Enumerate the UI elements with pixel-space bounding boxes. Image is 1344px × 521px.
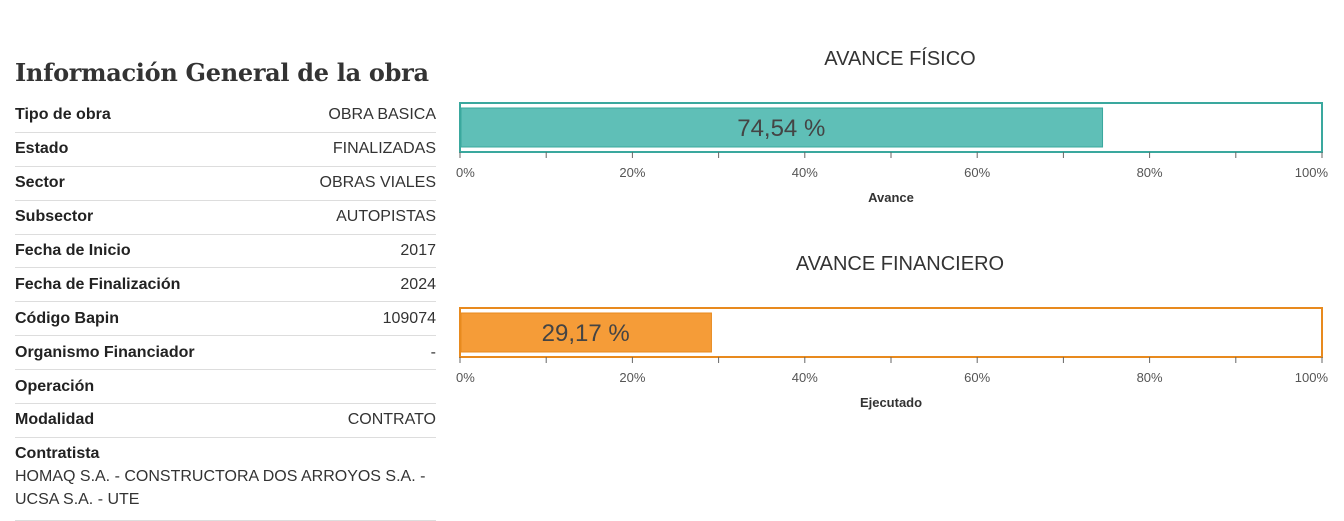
- bar: [460, 107, 1104, 148]
- tick-label: 0%: [456, 370, 475, 385]
- info-value: -: [430, 343, 436, 361]
- axis-label: Avance: [868, 190, 914, 205]
- info-label: Operación: [15, 377, 95, 395]
- info-row-contratista: Contratista HOMAQ S.A. - CONSTRUCTORA DO…: [15, 438, 436, 521]
- info-value: 109074: [382, 309, 436, 327]
- info-value: 2024: [400, 275, 436, 293]
- chart-title: AVANCE FÍSICO: [824, 48, 976, 70]
- tick-label: 100%: [1295, 165, 1329, 180]
- tick-label: 40%: [792, 165, 818, 180]
- info-row-organismo: Organismo Financiador -: [15, 336, 436, 371]
- tick-label: 40%: [792, 370, 818, 385]
- info-value: FINALIZADAS: [332, 140, 436, 158]
- info-row-sector: Sector OBRAS VIALES: [15, 167, 436, 201]
- info-value: OBRAS VIALES: [319, 174, 437, 192]
- tick-label: 80%: [1137, 165, 1163, 180]
- info-label: Fecha de Finalización: [15, 275, 181, 293]
- data-label: 74,54 %: [737, 115, 825, 142]
- info-value: CONTRATO: [347, 411, 436, 429]
- info-label: Sector: [15, 174, 65, 192]
- chart-avance-financiero: AVANCE FINANCIERO 29,17 % 0% 20% 40% 60% 80% 1…: [455, 253, 1330, 443]
- info-row-subsector: Subsector AUTOPISTAS: [15, 201, 436, 235]
- chart-title: AVANCE FINANCIERO: [795, 253, 1005, 275]
- tick-label: 80%: [1137, 370, 1163, 385]
- tick-label: 60%: [964, 165, 990, 180]
- info-label: Estado: [15, 140, 69, 158]
- info-row-codigo-bapin: Código Bapin 109074: [15, 302, 436, 337]
- data-label: 29,17 %: [542, 320, 630, 347]
- tick-label: 20%: [619, 370, 645, 385]
- info-label: Fecha de Inicio: [15, 242, 131, 259]
- info-table: Tipo de obra OBRA BASICA Estado FINALIZA…: [15, 99, 436, 521]
- info-row-estado: Estado FINALIZADAS: [15, 133, 436, 167]
- tick-label: 0%: [456, 165, 475, 180]
- info-label: Organismo Financiador: [15, 343, 195, 361]
- chart-svg: 29,17 % 0% 20% 40% 60% 80% 100% Ejecutado: [456, 307, 1329, 410]
- tick-label: 100%: [1295, 370, 1329, 385]
- info-title: Información General de la obra: [15, 58, 429, 87]
- info-row-tipo: Tipo de obra OBRA BASICA: [15, 99, 436, 133]
- tick-label: 60%: [964, 370, 990, 385]
- chart-avance-fisico: AVANCE FÍSICO 74,54 % 0% 20% 40% 60% 80% 100% A…: [455, 48, 1330, 238]
- info-label: Tipo de obra: [15, 106, 111, 124]
- info-value: HOMAQ S.A. - CONSTRUCTORA DOS ARROYOS S.…: [15, 467, 426, 508]
- axis-label: Ejecutado: [860, 395, 922, 410]
- info-value: OBRA BASICA: [328, 106, 436, 124]
- bar: [460, 312, 712, 353]
- info-value: AUTOPISTAS: [336, 208, 436, 226]
- chart-svg: 74,54 % 0% 20% 40% 60% 80% 100% Avance: [456, 102, 1329, 205]
- info-label: Subsector: [15, 208, 94, 226]
- info-row-operacion: Operación: [15, 370, 436, 405]
- info-row-fecha-finalizacion: Fecha de Finalización 2024: [15, 268, 436, 303]
- tick-label: 20%: [619, 165, 645, 180]
- info-label: Modalidad: [15, 411, 95, 429]
- info-row-fecha-inicio: Fecha de Inicio 2017: [15, 235, 436, 269]
- info-label: Código Bapin: [15, 309, 119, 327]
- info-row-modalidad: Modalidad CONTRATO: [15, 404, 436, 438]
- info-value: 2017: [400, 242, 436, 259]
- info-label: Contratista: [15, 444, 100, 462]
